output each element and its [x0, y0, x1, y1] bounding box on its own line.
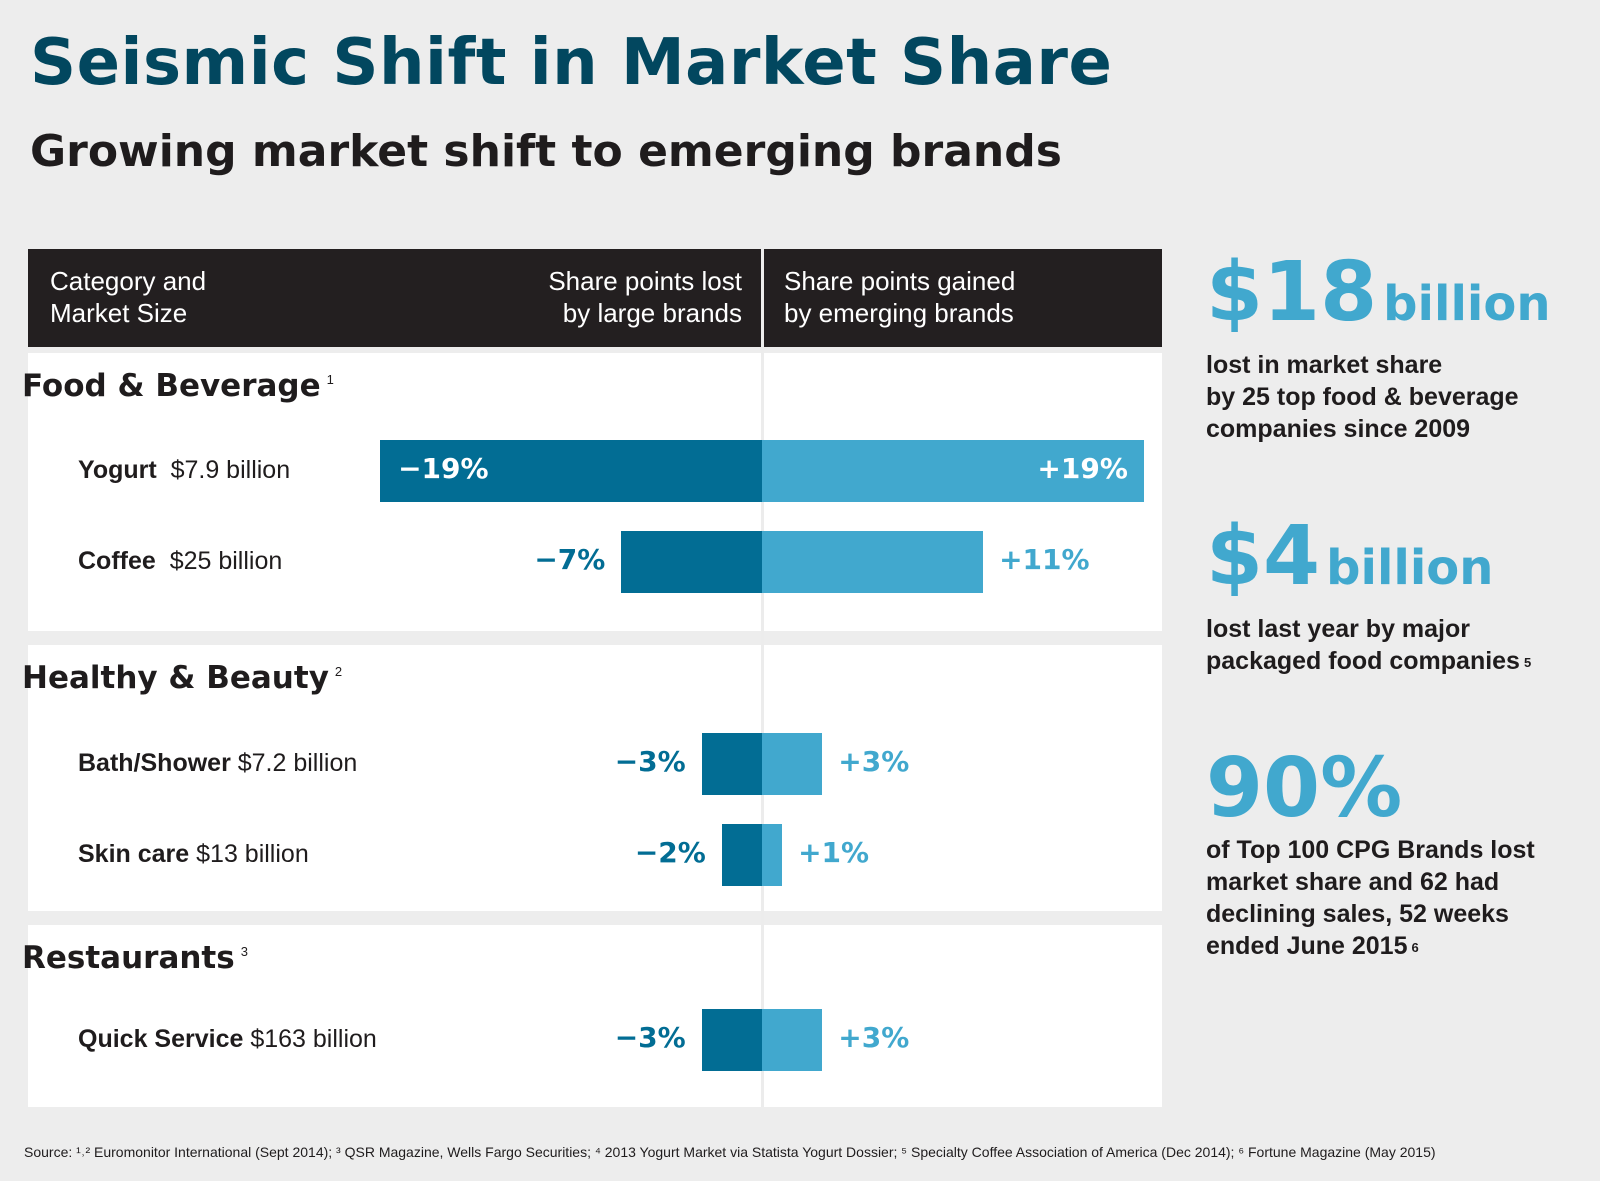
footnote-marker: 2	[334, 664, 343, 679]
stat-line: companies since 2009	[1206, 415, 1471, 443]
stat-line: ended June 2015 6	[1206, 932, 1419, 960]
bar-gained	[762, 733, 823, 795]
page-title: Seismic Shift in Market Share	[30, 26, 1113, 100]
source-footnote: Source: ¹˒² Euromonitor International (S…	[24, 1144, 1436, 1160]
header-lost: Share points lost by large brands	[548, 265, 742, 329]
header-category-line1: Category and	[50, 266, 207, 296]
page-subtitle: Growing market shift to emerging brands	[30, 126, 1062, 177]
stat-line: lost last year by major	[1206, 615, 1471, 643]
stat-line: by 25 top food & beverage	[1206, 383, 1519, 411]
footnote-marker: 6	[1411, 940, 1419, 955]
value-label-gained: +3%	[838, 1021, 910, 1054]
row-market-size: $163 billion	[243, 1025, 377, 1053]
footnote-marker: 1	[326, 372, 334, 387]
category-name: Healthy & Beauty	[22, 660, 329, 696]
stat-line: market share and 62 had	[1206, 868, 1500, 896]
stat-value: 90%	[1206, 744, 1535, 834]
stat-description: lost in market share by 25 top food & bev…	[1206, 349, 1551, 445]
row-category: Yogurt	[78, 456, 157, 484]
stat-number: $4	[1206, 509, 1321, 604]
header-category: Category and Market Size	[50, 265, 206, 329]
header-divider	[761, 249, 764, 347]
value-label-gained: +19%	[1037, 452, 1128, 485]
stat-line: of Top 100 CPG Brands lost	[1206, 836, 1535, 864]
table-header: Category and Market Size Share points lo…	[28, 249, 1162, 347]
stat-value: $18 billion	[1206, 248, 1551, 349]
row-category: Bath/Shower	[78, 749, 231, 777]
value-label-gained: +11%	[999, 543, 1090, 576]
stat-description: of Top 100 CPG Brands lost market share a…	[1206, 834, 1535, 962]
value-label-gained: +3%	[838, 745, 910, 778]
row-category: Quick Service	[78, 1025, 244, 1053]
bar-lost	[701, 1009, 762, 1071]
category-name: Food & Beverage	[22, 368, 321, 404]
stat-unit: billion	[1383, 276, 1551, 332]
row-market-size: $7.2 billion	[230, 749, 358, 777]
row-market-size: $25 billion	[155, 547, 283, 575]
row-label: Bath/Shower $7.2 billion	[78, 749, 357, 778]
row-label: Skin care $13 billion	[78, 840, 309, 869]
bar-lost	[701, 733, 762, 795]
header-lost-line1: Share points lost	[548, 266, 742, 296]
stat-number: $18	[1206, 245, 1378, 340]
panel-health-beauty	[28, 645, 1162, 911]
value-label-lost: −2%	[634, 836, 706, 869]
panel-restaurants	[28, 925, 1162, 1107]
stat-number: 90%	[1206, 741, 1403, 836]
bar-gained	[762, 531, 984, 593]
stat-line: packaged food companies 5	[1206, 647, 1532, 675]
row-market-size: $13 billion	[189, 840, 309, 868]
bar-lost	[621, 531, 762, 593]
row-label: Yogurt $7.9 billion	[78, 456, 290, 485]
stat-line: lost in market share	[1206, 351, 1443, 379]
row-label: Coffee $25 billion	[78, 547, 282, 576]
value-label-lost: −3%	[614, 1021, 686, 1054]
row-label: Quick Service $163 billion	[78, 1025, 377, 1054]
header-gained-line1: Share points gained	[784, 266, 1016, 296]
bar-gained	[762, 1009, 823, 1071]
footnote-marker: 5	[1523, 655, 1532, 670]
bar-gained	[762, 824, 783, 886]
bar-lost	[721, 824, 762, 886]
header-gained-line2: by emerging brands	[784, 298, 1014, 328]
header-category-line2: Market Size	[50, 298, 188, 328]
stat-4-billion: $4 billion lost last year by major packaged…	[1206, 512, 1531, 677]
category-heading: Food & Beverage 1	[22, 368, 334, 404]
header-lost-line2: by large brands	[562, 298, 742, 328]
bar-lost	[380, 440, 762, 502]
category-heading: Healthy & Beauty 2	[22, 660, 342, 696]
stat-description: lost last year by major packaged food com…	[1206, 613, 1531, 677]
footnote-marker: 3	[240, 944, 248, 959]
row-category: Skin care	[78, 840, 190, 868]
header-gained: Share points gained by emerging brands	[784, 265, 1015, 329]
bar-gained	[762, 440, 1144, 502]
stat-18-billion: $18 billion lost in market share by 25 top …	[1206, 248, 1551, 445]
stat-unit: billion	[1326, 540, 1494, 596]
row-market-size: $7.9 billion	[156, 456, 291, 484]
category-heading: Restaurants 3	[22, 940, 248, 976]
value-label-gained: +1%	[798, 836, 870, 869]
value-label-lost: −3%	[614, 745, 686, 778]
row-category: Coffee	[78, 547, 156, 575]
stat-value: $4 billion	[1206, 512, 1531, 613]
category-name: Restaurants	[22, 940, 235, 976]
stat-line: declining sales, 52 weeks	[1206, 900, 1509, 928]
stat-90-percent: 90% of Top 100 CPG Brands lost market shar…	[1206, 744, 1535, 962]
value-label-lost: −7%	[534, 543, 606, 576]
zero-axis	[761, 347, 764, 1107]
value-label-lost: −19%	[398, 452, 489, 485]
